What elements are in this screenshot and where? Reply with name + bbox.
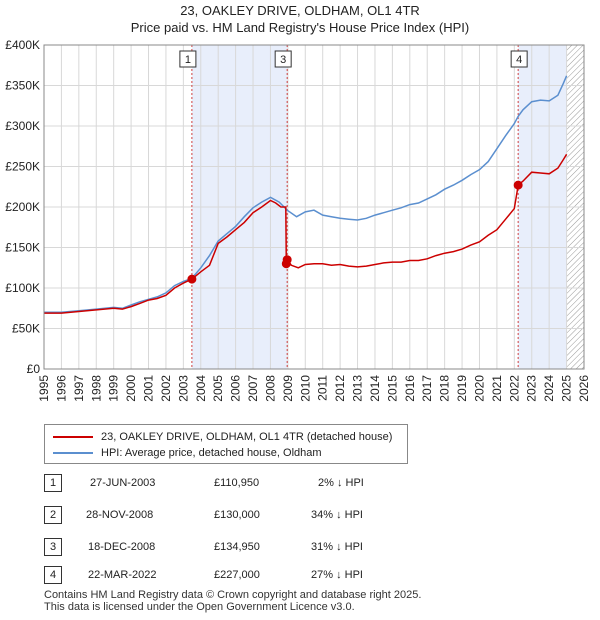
transaction-date: 28-NOV-2008 xyxy=(86,509,154,521)
y-tick-label: £400K xyxy=(5,38,40,52)
legend-item-property: 23, OAKLEY DRIVE, OLDHAM, OL1 4TR (detac… xyxy=(53,429,392,445)
x-tick-label: 2015 xyxy=(385,375,399,402)
x-tick-label: 2007 xyxy=(246,375,260,402)
transaction-row: 1 27-JUN-2003 £110,950 2% ↓ HPI xyxy=(44,474,464,494)
x-tick-label: 2002 xyxy=(159,375,173,402)
x-tick-label: 2017 xyxy=(420,375,434,402)
x-tick-label: 2009 xyxy=(281,375,295,402)
transaction-price: £110,950 xyxy=(214,477,260,489)
footer-licence: This data is licensed under the Open Gov… xyxy=(44,601,355,613)
transaction-date: 18-DEC-2008 xyxy=(88,541,156,553)
footer-attribution: Contains HM Land Registry data © Crown c… xyxy=(44,589,421,613)
transaction-hpi: 2% ↓ HPI xyxy=(318,477,364,489)
sale-marker-box xyxy=(179,50,197,68)
transaction-date: 22-MAR-2022 xyxy=(88,569,157,581)
legend: 23, OAKLEY DRIVE, OLDHAM, OL1 4TR (detac… xyxy=(44,424,408,464)
y-tick-label: £150K xyxy=(5,241,40,255)
transaction-number: 1 xyxy=(44,474,62,492)
x-tick-label: 2008 xyxy=(263,375,277,402)
legend-item-hpi: HPI: Average price, detached house, Oldh… xyxy=(53,445,322,461)
x-tick-label: 2024 xyxy=(542,375,556,402)
transaction-hpi: 31% ↓ HPI xyxy=(311,541,363,553)
x-tick-label: 2026 xyxy=(577,375,591,402)
x-tick-label: 1998 xyxy=(89,375,103,402)
footer-copyright: Contains HM Land Registry data © Crown c… xyxy=(44,589,422,601)
y-tick-label: £50K xyxy=(12,322,40,336)
property-series-line xyxy=(44,153,568,314)
transaction-date: 27-JUN-2003 xyxy=(90,477,156,489)
transaction-number: 2 xyxy=(44,506,62,524)
sale-point-3 xyxy=(282,255,292,265)
transaction-row: 3 18-DEC-2008 £134,950 31% ↓ HPI xyxy=(44,538,464,558)
legend-swatch-red xyxy=(53,436,93,438)
x-tick-label: 2003 xyxy=(176,375,190,402)
x-tick-label: 2000 xyxy=(124,375,138,402)
x-tick-label: 2001 xyxy=(142,375,156,402)
transaction-price: £227,000 xyxy=(214,569,260,581)
sale-marker-box xyxy=(274,50,292,68)
sale-marker-label: 4 xyxy=(516,54,522,66)
transaction-hpi: 34% ↓ HPI xyxy=(311,509,363,521)
x-tick-label: 2016 xyxy=(403,375,417,402)
y-tick-label: £350K xyxy=(5,79,40,93)
x-tick-label: 2022 xyxy=(507,375,521,402)
y-tick-label: £300K xyxy=(5,119,40,133)
x-tick-label: 2019 xyxy=(455,375,469,402)
chart-title: 23, OAKLEY DRIVE, OLDHAM, OL1 4TR xyxy=(180,3,420,18)
x-tick-label: 2011 xyxy=(316,375,330,401)
x-tick-label: 1995 xyxy=(37,375,51,402)
x-tick-label: 2023 xyxy=(525,375,539,402)
x-tick-label: 2012 xyxy=(333,375,347,402)
x-tick-label: 2025 xyxy=(560,375,574,402)
plot-frame xyxy=(43,44,585,370)
x-tick-label: 1999 xyxy=(107,375,121,402)
x-tick-label: 1997 xyxy=(72,375,86,402)
x-tick-label: 2018 xyxy=(438,375,452,402)
x-tick-label: 1996 xyxy=(54,375,68,402)
x-tick-label: 2013 xyxy=(351,375,365,402)
transaction-number: 3 xyxy=(44,538,62,556)
hpi-series-line xyxy=(44,75,568,314)
x-tick-label: 2005 xyxy=(211,375,225,402)
x-tick-label: 2021 xyxy=(490,375,504,402)
x-tick-label: 2020 xyxy=(472,375,486,402)
y-tick-label: £100K xyxy=(5,281,40,295)
transaction-price: £130,000 xyxy=(214,509,260,521)
price-chart: 23, OAKLEY DRIVE, OLDHAM, OL1 4TR Price … xyxy=(5,3,591,402)
sale-marker-label: 1 xyxy=(185,54,191,66)
legend-label-property: 23, OAKLEY DRIVE, OLDHAM, OL1 4TR (detac… xyxy=(101,431,393,443)
sale-point-4 xyxy=(513,180,523,190)
x-tick-label: 2004 xyxy=(194,375,208,402)
x-tick-label: 2014 xyxy=(368,375,382,402)
transaction-price: £134,950 xyxy=(214,541,260,553)
x-tick-label: 2010 xyxy=(298,375,312,402)
transaction-number: 4 xyxy=(44,566,62,584)
y-tick-label: £200K xyxy=(5,200,40,214)
sale-point-1 xyxy=(187,274,197,284)
legend-swatch-blue xyxy=(53,452,93,454)
sale-marker-box xyxy=(510,50,528,68)
x-tick-label: 2006 xyxy=(229,375,243,402)
y-tick-label: £250K xyxy=(5,160,40,174)
chart-subtitle: Price paid vs. HM Land Registry's House … xyxy=(131,20,469,35)
sale-marker-label: 3 xyxy=(280,54,286,66)
y-tick-label: £0 xyxy=(27,362,41,376)
transaction-row: 4 22-MAR-2022 £227,000 27% ↓ HPI xyxy=(44,566,464,586)
legend-label-hpi: HPI: Average price, detached house, Oldh… xyxy=(101,447,322,459)
transaction-row: 2 28-NOV-2008 £130,000 34% ↓ HPI xyxy=(44,506,464,526)
transaction-hpi: 27% ↓ HPI xyxy=(311,569,363,581)
